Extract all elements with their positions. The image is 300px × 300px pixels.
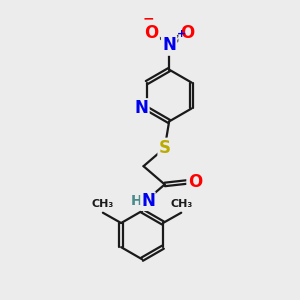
Text: −: − bbox=[142, 12, 154, 26]
Text: CH₃: CH₃ bbox=[91, 199, 113, 209]
Text: +: + bbox=[176, 29, 186, 39]
Text: S: S bbox=[159, 139, 171, 157]
Text: CH₃: CH₃ bbox=[171, 199, 193, 209]
Text: O: O bbox=[144, 23, 159, 41]
Text: N: N bbox=[134, 100, 148, 118]
Text: N: N bbox=[141, 192, 155, 210]
Text: O: O bbox=[188, 172, 202, 190]
Text: O: O bbox=[180, 23, 194, 41]
Text: N: N bbox=[162, 37, 176, 55]
Text: H: H bbox=[130, 194, 142, 208]
